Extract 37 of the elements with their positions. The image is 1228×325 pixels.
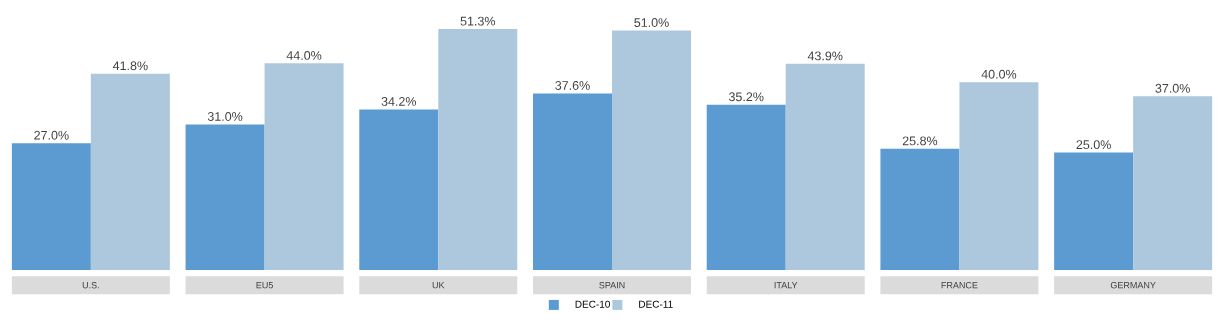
- data-label: 51.3%: [460, 16, 496, 26]
- bar: [90, 73, 170, 270]
- data-label: 25.0%: [1076, 140, 1111, 150]
- data-label: 34.2%: [381, 97, 417, 106]
- bar: [359, 109, 439, 270]
- legend-label: DEC-11: [639, 300, 673, 308]
- data-label: 41.8%: [112, 61, 148, 71]
- bar: [1133, 96, 1213, 270]
- data-label: 37.0%: [1155, 83, 1190, 93]
- bar: [959, 82, 1039, 270]
- legend-label: DEC-10: [575, 300, 610, 308]
- bar: [185, 124, 265, 270]
- data-label: 37.6%: [555, 81, 590, 90]
- x-tick-label: UK: [432, 282, 445, 289]
- data-label: 43.9%: [807, 51, 843, 61]
- x-tick-label: EU5: [256, 282, 273, 289]
- data-label: 31.0%: [207, 112, 243, 121]
- bar: [438, 29, 518, 270]
- x-tick-label: FRANCE: [941, 282, 978, 289]
- bar: [1054, 152, 1134, 270]
- data-label: 44.0%: [286, 50, 322, 60]
- bar: [880, 148, 960, 270]
- x-tick-label: ITALY: [774, 282, 798, 289]
- data-label: 35.2%: [728, 92, 764, 102]
- x-tick-label: SPAIN: [599, 282, 625, 289]
- data-label: 51.0%: [634, 18, 669, 27]
- bar: [706, 104, 786, 270]
- bar: [785, 63, 865, 270]
- data-label: 27.0%: [34, 130, 69, 140]
- x-tick-label: U.S.: [82, 282, 99, 289]
- x-tick-label: GERMANY: [1110, 282, 1156, 289]
- bar: [264, 63, 344, 270]
- bar: [533, 93, 612, 270]
- data-label: 40.0%: [981, 69, 1017, 79]
- bar: [11, 143, 91, 270]
- bar: [612, 30, 691, 270]
- data-label: 25.8%: [902, 136, 938, 146]
